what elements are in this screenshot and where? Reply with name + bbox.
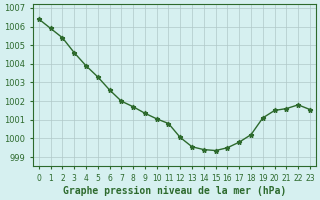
X-axis label: Graphe pression niveau de la mer (hPa): Graphe pression niveau de la mer (hPa) xyxy=(63,186,286,196)
